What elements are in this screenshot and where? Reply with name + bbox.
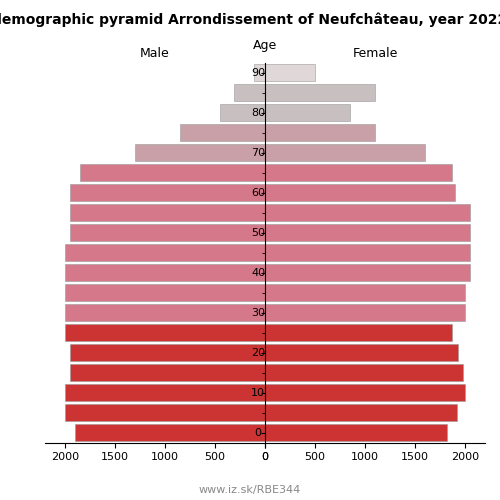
Bar [265, 224, 470, 241]
Bar [220, 104, 265, 121]
Bar [265, 164, 452, 181]
Bar [70, 224, 265, 241]
Bar [180, 124, 265, 141]
Text: Age: Age [253, 40, 277, 52]
Bar [65, 264, 265, 281]
Bar [65, 244, 265, 261]
Bar [265, 284, 465, 301]
Bar [254, 64, 265, 81]
Text: www.iz.sk/RBE344: www.iz.sk/RBE344 [199, 485, 301, 495]
Bar [265, 184, 455, 201]
Title: Female: Female [352, 47, 398, 60]
Bar [65, 404, 265, 421]
Bar [265, 424, 447, 441]
Bar [265, 364, 463, 381]
Bar [265, 124, 375, 141]
Bar [265, 304, 465, 321]
Bar [265, 324, 452, 341]
Bar [65, 324, 265, 341]
Bar [65, 284, 265, 301]
Bar [80, 164, 265, 181]
Bar [265, 204, 470, 221]
Bar [265, 144, 425, 161]
Bar [65, 304, 265, 321]
Bar [265, 84, 375, 101]
Bar [70, 184, 265, 201]
Title: Male: Male [140, 47, 170, 60]
Bar [265, 64, 315, 81]
Bar [265, 264, 470, 281]
Bar [265, 104, 350, 121]
Bar [234, 84, 265, 101]
Bar [70, 204, 265, 221]
Bar [70, 364, 265, 381]
Bar [70, 344, 265, 361]
Bar [265, 244, 470, 261]
Bar [265, 384, 465, 401]
Bar [265, 344, 458, 361]
Bar [75, 424, 265, 441]
Bar [265, 404, 457, 421]
Bar [135, 144, 265, 161]
Bar [65, 384, 265, 401]
Text: demographic pyramid Arrondissement of Neufchâteau, year 2022: demographic pyramid Arrondissement of Ne… [0, 12, 500, 27]
